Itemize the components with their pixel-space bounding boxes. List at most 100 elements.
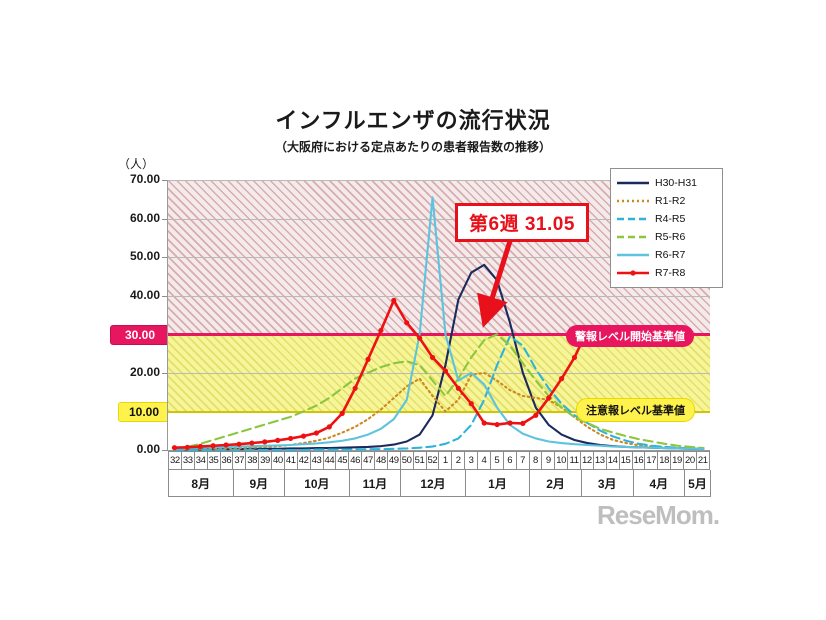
series-marker bbox=[326, 424, 332, 430]
x-axis-week-cell: 42 bbox=[297, 451, 311, 470]
legend-label: R5-R6 bbox=[655, 231, 686, 243]
legend-swatch-icon bbox=[616, 249, 650, 261]
x-axis-week-cell: 14 bbox=[606, 451, 620, 470]
x-axis-week-cell: 36 bbox=[220, 451, 234, 470]
x-axis-week-cell: 12 bbox=[581, 451, 594, 470]
chart-legend: H30-H31 R1-R2 R4-R5 R5-R6 R6-R7 R7-R8 bbox=[610, 168, 723, 288]
series-line-r1-r2 bbox=[173, 371, 705, 451]
series-marker bbox=[197, 443, 203, 450]
legend-label: R4-R5 bbox=[655, 213, 686, 225]
advisory-threshold-line bbox=[168, 410, 710, 413]
x-axis-month-cell: 1月 bbox=[465, 470, 531, 497]
x-axis-week-row: 32 33 34 35 36 37 38 39 40 41 42 43 44 45 46 47 48 49 50 51… bbox=[168, 451, 710, 470]
x-axis-week-cell: 13 bbox=[593, 451, 607, 470]
y-axis-tick-label: 70.00 bbox=[129, 172, 160, 186]
advisory-threshold-label: 注意報レベル基準値 bbox=[576, 398, 695, 422]
x-axis-week-cell: 41 bbox=[284, 451, 298, 470]
watermark-dot: . bbox=[712, 500, 720, 530]
legend-item-r6-r7[interactable]: R6-R7 bbox=[616, 246, 716, 264]
x-axis-month-cell: 2月 bbox=[530, 470, 582, 497]
callout-box: 第6週 31.05 bbox=[455, 203, 589, 242]
series-lines bbox=[171, 196, 705, 452]
gridline bbox=[168, 372, 710, 374]
series-marker bbox=[300, 433, 307, 439]
series-marker bbox=[184, 444, 190, 450]
page-title: インフルエンザの流行状況 bbox=[275, 108, 551, 133]
y-axis-tick-label: 10.00 bbox=[118, 402, 170, 423]
series-marker bbox=[455, 385, 461, 391]
watermark-logo: ReseMom. bbox=[597, 500, 720, 531]
x-axis-week-cell: 21 bbox=[696, 451, 710, 470]
x-axis-week-cell: 7 bbox=[516, 451, 530, 470]
legend-swatch-icon bbox=[616, 231, 650, 243]
series-marker bbox=[417, 335, 423, 341]
series-line-r5-r6 bbox=[173, 333, 705, 450]
x-axis-week-cell: 45 bbox=[336, 451, 350, 470]
y-axis-line bbox=[167, 180, 168, 450]
series-marker bbox=[533, 412, 539, 418]
series-marker bbox=[520, 420, 526, 426]
x-axis-week-cell: 32 bbox=[169, 451, 182, 470]
page-subtitle: （大阪府における定点あたりの患者報告数の推移） bbox=[274, 140, 551, 154]
x-axis-week-cell: 8 bbox=[529, 451, 543, 470]
gridline bbox=[168, 218, 710, 220]
x-axis-month-cell: 11月 bbox=[349, 470, 402, 497]
series-marker bbox=[339, 410, 345, 416]
x-axis-week-cell: 11 bbox=[568, 451, 581, 470]
series-marker bbox=[352, 385, 358, 391]
series-marker bbox=[223, 442, 229, 448]
x-axis-week-cell: 35 bbox=[207, 451, 221, 470]
callout-label: 第6週 31.05 bbox=[469, 214, 575, 235]
warning-threshold-line bbox=[168, 333, 710, 336]
x-axis-week-cell: 50 bbox=[400, 451, 414, 470]
x-axis-line bbox=[168, 450, 710, 451]
warning-threshold-label: 警報レベル開始基準値 bbox=[566, 325, 694, 347]
y-axis-tick bbox=[162, 372, 168, 374]
series-marker bbox=[468, 401, 474, 407]
x-axis-month-row: 8月 9月 10月 11月 12月 1月 2月 3月 4月 5月 bbox=[168, 470, 711, 497]
x-axis-week-cell: 39 bbox=[259, 451, 272, 470]
x-axis-week-cell: 4 bbox=[478, 451, 491, 470]
x-axis-week-cell: 38 bbox=[246, 451, 260, 470]
x-axis-week-cell: 16 bbox=[632, 451, 646, 470]
series-marker bbox=[494, 421, 500, 428]
x-axis-week-cell: 40 bbox=[272, 451, 285, 470]
x-axis-week-cell: 10 bbox=[555, 451, 569, 470]
series-marker bbox=[571, 354, 578, 361]
x-axis-week-cell: 2 bbox=[452, 451, 466, 470]
series-line-r4-r5 bbox=[173, 335, 705, 452]
legend-item-r7-r8[interactable]: R7-R8 bbox=[616, 264, 716, 282]
x-axis-week-cell: 51 bbox=[413, 451, 427, 470]
x-axis-week-cell: 49 bbox=[387, 451, 401, 470]
series-marker bbox=[507, 420, 513, 426]
y-axis-tick-label: 30.00 bbox=[110, 325, 170, 346]
x-axis-week-cell: 9 bbox=[542, 451, 556, 470]
series-marker bbox=[442, 368, 449, 374]
series-marker bbox=[404, 320, 410, 326]
legend-item-r5-r6[interactable]: R5-R6 bbox=[616, 228, 716, 246]
legend-item-r4-r5[interactable]: R4-R5 bbox=[616, 210, 716, 228]
legend-label: R6-R7 bbox=[655, 249, 686, 261]
series-marker bbox=[171, 445, 178, 451]
legend-item-h30-h31[interactable]: H30-H31 bbox=[616, 174, 716, 192]
legend-swatch-icon bbox=[616, 177, 650, 189]
legend-label: R1-R2 bbox=[655, 195, 686, 207]
series-marker bbox=[275, 437, 281, 443]
y-axis-tick-label: 40.00 bbox=[129, 287, 160, 302]
gridline bbox=[168, 295, 710, 297]
series-marker bbox=[262, 439, 268, 445]
x-axis-week-cell: 5 bbox=[490, 451, 504, 470]
x-axis-month-cell: 10月 bbox=[285, 470, 350, 497]
y-axis-tick-label: 50.00 bbox=[129, 249, 160, 264]
y-axis-tick bbox=[162, 450, 168, 451]
series-marker bbox=[546, 395, 552, 401]
legend-swatch-icon bbox=[616, 267, 650, 279]
series-marker bbox=[249, 440, 255, 446]
legend-item-r1-r2[interactable]: R1-R2 bbox=[616, 192, 716, 210]
x-axis-week-cell: 46 bbox=[349, 451, 363, 470]
x-axis-month-cell: 9月 bbox=[233, 470, 286, 497]
series-marker bbox=[210, 443, 216, 449]
x-axis-week-cell: 44 bbox=[323, 451, 337, 470]
x-axis-week-cell: 3 bbox=[465, 451, 478, 470]
